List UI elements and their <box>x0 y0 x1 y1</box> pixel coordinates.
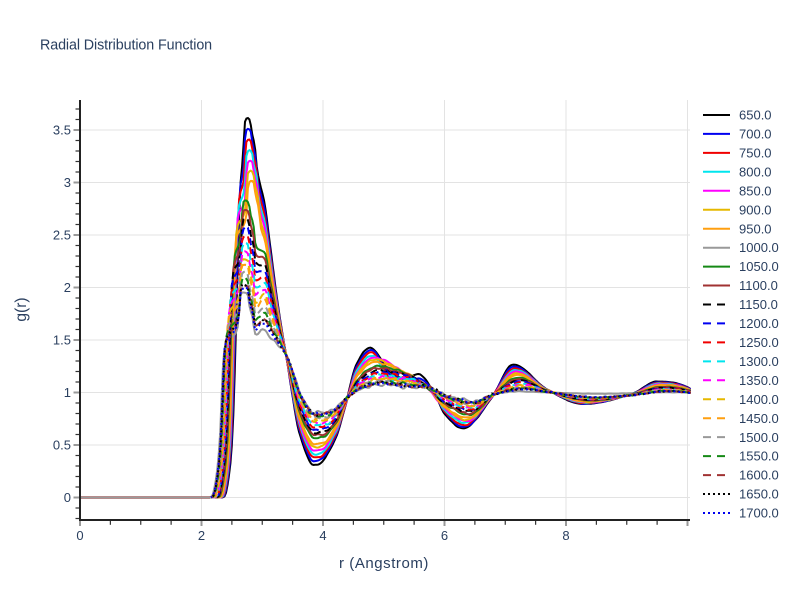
svg-text:1650.0: 1650.0 <box>739 487 779 502</box>
svg-text:1: 1 <box>64 385 71 400</box>
svg-text:r (Angstrom): r (Angstrom) <box>339 555 429 572</box>
svg-text:1100.0: 1100.0 <box>739 278 778 293</box>
svg-text:2: 2 <box>64 280 71 295</box>
svg-text:2: 2 <box>198 528 205 543</box>
svg-text:1000.0: 1000.0 <box>739 240 779 255</box>
svg-text:3.5: 3.5 <box>53 123 71 138</box>
svg-text:1050.0: 1050.0 <box>739 259 779 274</box>
svg-text:1700.0: 1700.0 <box>739 506 779 521</box>
svg-text:0: 0 <box>76 528 83 543</box>
svg-text:3: 3 <box>64 175 71 190</box>
svg-text:900.0: 900.0 <box>739 202 772 217</box>
svg-text:1450.0: 1450.0 <box>739 411 779 426</box>
svg-text:750.0: 750.0 <box>739 146 772 161</box>
svg-text:0: 0 <box>64 490 71 505</box>
svg-text:850.0: 850.0 <box>739 183 772 198</box>
svg-text:2.5: 2.5 <box>53 228 71 243</box>
svg-text:8: 8 <box>562 528 569 543</box>
svg-text:0.5: 0.5 <box>53 438 71 453</box>
svg-text:800.0: 800.0 <box>739 164 772 179</box>
svg-text:6: 6 <box>441 528 448 543</box>
svg-text:1400.0: 1400.0 <box>739 392 779 407</box>
svg-text:1250.0: 1250.0 <box>739 335 779 350</box>
svg-text:1300.0: 1300.0 <box>739 354 779 369</box>
svg-text:1200.0: 1200.0 <box>739 316 779 331</box>
svg-text:1600.0: 1600.0 <box>739 468 779 483</box>
svg-text:4: 4 <box>319 528 326 543</box>
svg-text:650.0: 650.0 <box>739 108 772 123</box>
svg-text:1150.0: 1150.0 <box>739 297 778 312</box>
svg-text:1550.0: 1550.0 <box>739 449 779 464</box>
svg-text:1350.0: 1350.0 <box>739 373 779 388</box>
svg-text:1.5: 1.5 <box>53 333 71 348</box>
svg-text:g(r): g(r) <box>13 297 30 321</box>
svg-text:700.0: 700.0 <box>739 127 772 142</box>
svg-text:1500.0: 1500.0 <box>739 430 779 445</box>
svg-text:Radial Distribution Function: Radial Distribution Function <box>40 38 212 54</box>
svg-text:950.0: 950.0 <box>739 221 772 236</box>
